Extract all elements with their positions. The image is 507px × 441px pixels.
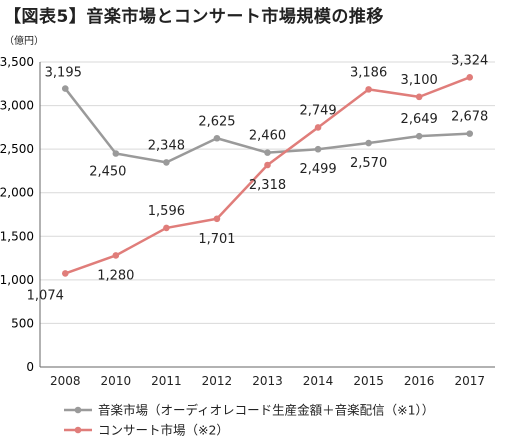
x-tick-label: 2015: [353, 374, 384, 388]
data-label: 3,100: [401, 73, 438, 88]
data-label: 1,701: [198, 232, 235, 247]
chart-title: 【図表5】音楽市場とコンサート市場規模の推移: [4, 7, 384, 27]
y-axis-unit-label: （億円）: [4, 34, 44, 47]
data-point: [213, 134, 221, 142]
data-point: [213, 215, 221, 223]
data-label: 1,596: [148, 204, 185, 219]
y-tick-label: 2,500: [0, 142, 34, 156]
data-point: [264, 149, 271, 156]
x-tick-label: 2012: [202, 374, 233, 388]
data-point: [415, 132, 423, 140]
y-tick-label: 0: [26, 360, 34, 374]
legend-label: 音楽市場（オーディオレコード生産金額＋音楽配信（※1））: [98, 403, 434, 418]
data-label: 2,450: [89, 165, 126, 180]
x-tick-label: 2008: [50, 374, 81, 388]
data-point: [365, 139, 372, 147]
data-label: 1,074: [27, 288, 64, 303]
data-point: [314, 145, 322, 153]
x-tick-label: 2010: [101, 374, 132, 388]
data-label: 3,186: [350, 65, 387, 80]
data-label: 2,570: [350, 156, 387, 171]
x-tick-label: 2013: [252, 374, 283, 388]
legend-label: コンサート市場（※2）: [98, 423, 229, 438]
x-tick-label: 2014: [303, 374, 334, 388]
data-point: [466, 130, 474, 137]
data-label: 2,499: [299, 162, 336, 177]
data-label: 3,324: [451, 53, 488, 68]
y-tick-label: 500: [11, 316, 34, 330]
data-point: [61, 270, 69, 277]
y-tick-label: 1,500: [0, 229, 34, 243]
data-point: [264, 161, 271, 169]
data-label: 2,678: [451, 110, 488, 125]
y-tick-label: 2,000: [0, 186, 34, 200]
x-tick-label: 2017: [454, 374, 485, 388]
data-label: 2,749: [299, 103, 336, 118]
y-tick-label: 3,500: [0, 55, 34, 69]
x-tick-label: 2016: [404, 374, 435, 388]
data-label: 2,460: [249, 129, 286, 144]
legend-swatch-marker: [74, 406, 82, 414]
data-point: [415, 93, 423, 101]
data-label: 2,348: [148, 138, 185, 153]
data-label: 1,280: [97, 268, 134, 283]
data-point: [61, 85, 69, 92]
data-label: 2,625: [198, 114, 235, 129]
data-point: [314, 124, 322, 131]
legend-swatch-marker: [74, 426, 82, 434]
data-point: [163, 224, 170, 232]
data-point: [163, 159, 170, 166]
data-point: [112, 150, 120, 157]
x-tick-label: 2011: [151, 374, 182, 388]
data-point: [365, 86, 372, 93]
data-label: 2,649: [401, 112, 438, 127]
y-tick-label: 1,000: [0, 273, 34, 287]
data-label: 3,195: [45, 66, 82, 81]
data-point: [466, 74, 474, 81]
y-tick-label: 3,000: [0, 99, 34, 113]
data-label: 2,318: [249, 178, 286, 193]
data-point: [112, 252, 120, 259]
